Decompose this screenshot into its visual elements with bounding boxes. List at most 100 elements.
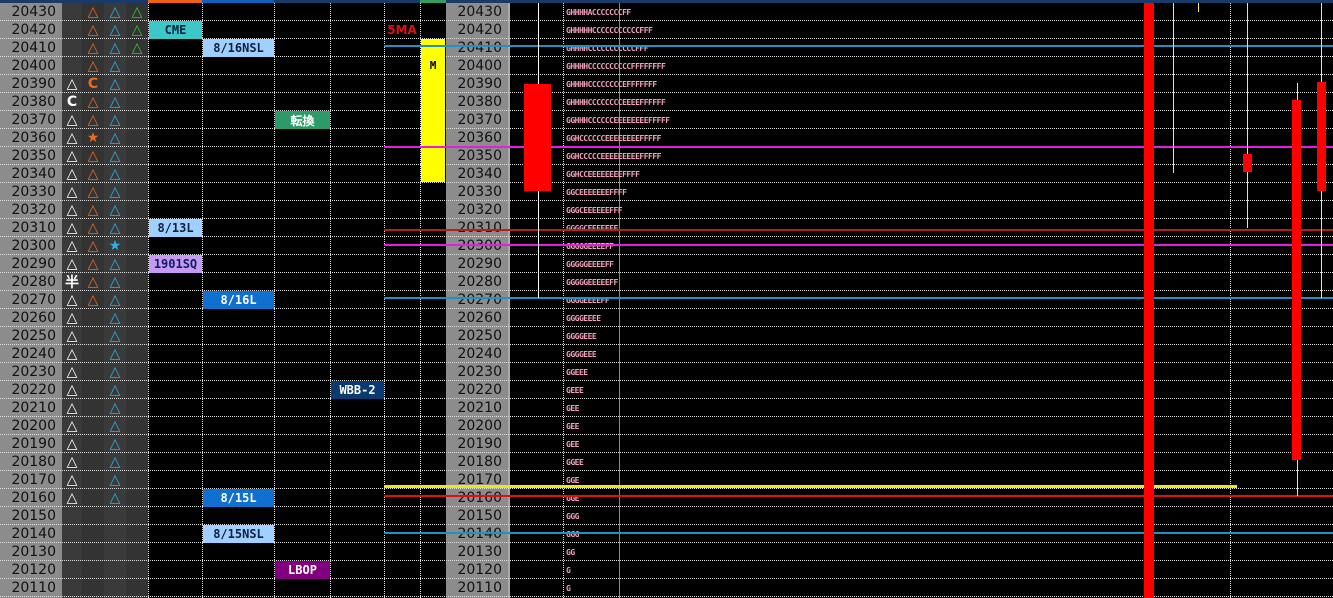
price-row[interactable]: 20140 20140 GGG (0, 525, 1333, 543)
green-marker (126, 57, 148, 75)
price-row[interactable]: 20330 △ △ △ 20330 GGCEEEEEEEFFFF (0, 183, 1333, 201)
price-row[interactable]: 20360 △ ★ △ 20360 GGHCCCCCCEEEEEEEEFFFFF (0, 129, 1333, 147)
blue-marker: △ (109, 310, 121, 326)
price-label-right: 20250 (457, 328, 502, 344)
price-row[interactable]: 20110 20110 G (0, 579, 1333, 597)
price-row[interactable]: 20260 △ △ 20260 GGGGEEEE (0, 309, 1333, 327)
price-row[interactable]: 20210 △ △ 20210 GEE (0, 399, 1333, 417)
orange-marker (82, 489, 104, 507)
orange-marker (82, 345, 104, 363)
orange-marker: △ (87, 238, 99, 254)
price-row[interactable]: 20150 20150 GGG (0, 507, 1333, 525)
orange-marker (82, 435, 104, 453)
price-row[interactable]: 20420 △ △ △ 20420 GHHHHHCCCCCCCCCCCFFF (0, 21, 1333, 39)
price-label: 20110 (11, 580, 56, 596)
blue-marker: △ (109, 220, 121, 236)
price-row[interactable]: 20370 △ △ △ 20370 GGHHHCCCCCCEEEEEEEEFFFFF (0, 111, 1333, 129)
grid-row-line (0, 92, 1333, 93)
price-row[interactable]: 20430 △ △ △ 20430 GHHHHACCCCCCCFF (0, 3, 1333, 21)
price-row[interactable]: 20390 △ C △ 20390 GHHHHCCCCCCCCEFFFFFFF (0, 75, 1333, 93)
orange-marker (82, 381, 104, 399)
price-label: 20300 (11, 238, 56, 254)
white-marker: △ (66, 184, 78, 200)
grid-row-line (0, 20, 1333, 21)
price-row[interactable]: 20380 C △ △ 20380 GHHHHCCCCCCCCEEEEFFFFFF (0, 93, 1333, 111)
green-marker (126, 345, 148, 363)
blue-marker: △ (109, 436, 121, 452)
price-row[interactable]: 20250 △ △ 20250 GGGGEEE (0, 327, 1333, 345)
blue-marker: △ (109, 94, 121, 110)
blue-marker: △ (109, 166, 121, 182)
green-marker (126, 489, 148, 507)
price-row[interactable]: 20400 △ △ 20400 GHHHHCCCCCCCCCCFFFFFFFF (0, 57, 1333, 75)
price-row[interactable]: 20200 △ △ 20200 GEE (0, 417, 1333, 435)
grid-row-line (0, 470, 1333, 471)
market-profile-tpo: GGGGEEE (566, 349, 597, 359)
price-row[interactable]: 20180 △ △ 20180 GGEE (0, 453, 1333, 471)
price-row[interactable]: 20410 △ △ △ 20410 GHHHHCCCCCCCCCCCFFF (0, 39, 1333, 57)
green-marker: △ (131, 22, 143, 38)
level-label: 転換 (275, 111, 330, 129)
price-row[interactable]: 20160 △ △ 20160 GGE (0, 489, 1333, 507)
price-row[interactable]: 20190 △ △ 20190 GEE (0, 435, 1333, 453)
candle-wick (1198, 3, 1199, 12)
orange-marker (82, 561, 104, 579)
market-profile-tpo: GHHHHCCCCCCCCEEEEFFFFFF (566, 97, 666, 107)
price-label-right: 20370 (457, 112, 502, 128)
price-row[interactable]: 20290 △ △ △ 20290 GGGGGEEEEFF (0, 255, 1333, 273)
price-label-right: 20350 (457, 148, 502, 164)
price-row[interactable]: 20350 △ △ △ 20350 GGHCCCCCEEEEEEEEEFFFFF (0, 147, 1333, 165)
market-profile-tpo: GHHHHCCCCCCCCCCCFFF (566, 43, 649, 53)
price-row[interactable]: 20170 △ △ 20170 GGE (0, 471, 1333, 489)
price-row[interactable]: 20280 半 △ △ 20280 GGGGGEEEEEFF (0, 273, 1333, 291)
market-profile-tpo: GEE (566, 421, 579, 431)
price-row[interactable]: 20130 20130 GG (0, 543, 1333, 561)
blue-marker: △ (109, 364, 121, 380)
white-marker: △ (66, 76, 78, 92)
grid-row-line (0, 308, 1333, 309)
price-label-right: 20390 (457, 76, 502, 92)
green-marker (126, 201, 148, 219)
price-row[interactable]: 20120 20120 G (0, 561, 1333, 579)
candle-body (1292, 100, 1301, 460)
orange-marker: △ (87, 58, 99, 74)
grid-column-line (148, 3, 149, 598)
marker-column-3 (104, 3, 126, 598)
white-marker: △ (66, 130, 78, 146)
price-row[interactable]: 20310 △ △ △ 20310 GGGGCEEEEEFF (0, 219, 1333, 237)
orange-marker (82, 363, 104, 381)
white-marker: △ (66, 382, 78, 398)
white-marker: △ (66, 328, 78, 344)
grid-row-line (0, 560, 1333, 561)
price-row[interactable]: 20240 △ △ 20240 GGGGEEE (0, 345, 1333, 363)
level-label: 8/15NSL (203, 525, 274, 543)
blue-marker (104, 525, 126, 543)
price-label-right: 20340 (457, 166, 502, 182)
price-label-right: 20240 (457, 346, 502, 362)
price-row[interactable]: 20220 △ △ 20220 GEEE (0, 381, 1333, 399)
price-label: 20220 (11, 382, 56, 398)
orange-marker: C (87, 76, 99, 92)
green-marker (126, 507, 148, 525)
white-marker (62, 579, 82, 597)
blue-marker: △ (109, 418, 121, 434)
price-row[interactable]: 20300 △ △ ★ 20300 GGGGGEEEEFF (0, 237, 1333, 255)
price-row[interactable]: 20320 △ △ △ 20320 GGGCEEEEEEFFF (0, 201, 1333, 219)
green-marker (126, 471, 148, 489)
price-label: 20430 (11, 4, 56, 20)
white-marker: △ (66, 166, 78, 182)
grid-row-line (0, 164, 1333, 165)
price-row[interactable]: 20230 △ △ 20230 GGEEE (0, 363, 1333, 381)
white-marker: △ (66, 436, 78, 452)
top-border (0, 0, 1333, 3)
white-marker: △ (66, 292, 78, 308)
grid-row-line (0, 434, 1333, 435)
orange-marker (82, 309, 104, 327)
market-profile-tpo: GGGGGEEEEFF (566, 241, 614, 251)
market-profile-tpo: GHHHHCCCCCCCCCCFFFFFFFF (566, 61, 666, 71)
orange-marker: △ (87, 220, 99, 236)
price-row[interactable]: 20340 △ △ △ 20340 GGHCCEEEEEEEEFFFF (0, 165, 1333, 183)
column-accent-orange (148, 0, 202, 3)
green-marker (126, 327, 148, 345)
price-row[interactable]: 20270 △ △ △ 20270 GGGGEEEEFF (0, 291, 1333, 309)
